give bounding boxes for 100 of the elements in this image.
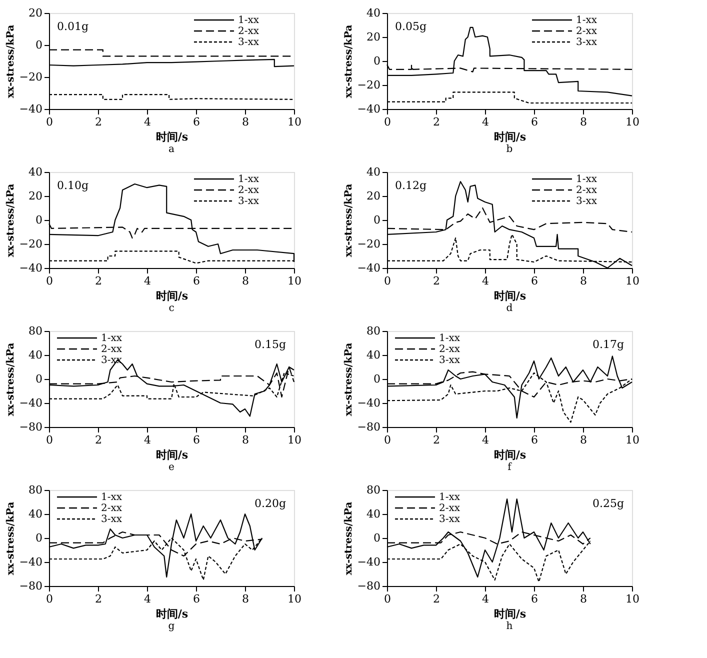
legend-label: 2-xx [439, 503, 460, 514]
x-axis-title: 时间/s [494, 290, 526, 302]
legend-label: 1-xx [576, 15, 598, 26]
x-tick-label: 0 [46, 434, 53, 446]
y-tick-label: 20 [366, 190, 380, 202]
annotation: 0.15g [254, 338, 286, 351]
y-tick-label: 0 [374, 214, 380, 226]
x-tick-label: 0 [384, 434, 391, 446]
x-tick-label: 8 [242, 434, 249, 446]
legend-label: 1-xx [439, 333, 460, 344]
text: g [168, 621, 176, 632]
y-tick-label: 0 [36, 38, 42, 52]
y-tick-label: 40 [366, 6, 380, 20]
y-axis-title: xx-stress/kPa [343, 501, 354, 576]
y-tick-label: −20 [19, 238, 42, 250]
x-tick-label: 0 [384, 592, 391, 606]
y-tick-label: 20 [28, 6, 42, 20]
legend-label: 3-xx [576, 196, 598, 207]
text: f [508, 462, 513, 473]
y-tick-label: 0 [374, 372, 380, 386]
x-tick-label: 0 [384, 274, 391, 288]
x-tick-label: 2 [433, 116, 440, 128]
y-tick-label: 40 [28, 348, 42, 362]
y-axis-title: xx-stress/kPa [5, 183, 16, 258]
y-tick-label: 20 [28, 190, 42, 202]
x-axis-title: 时间/s [494, 448, 526, 462]
legend-label: 3-xx [439, 355, 460, 366]
x-tick-label: 10 [288, 274, 302, 288]
legend-label: 1-xx [576, 174, 598, 185]
y-tick-label: 40 [366, 348, 380, 362]
legend-label: 1-xx [238, 174, 260, 185]
x-axis-title: 时间/s [494, 608, 526, 620]
x-tick-label: 2 [95, 434, 102, 446]
x-tick-label: 2 [95, 274, 102, 288]
y-axis-title: xx-stress/kPa [5, 501, 16, 576]
y-tick-label: 0 [374, 54, 380, 68]
x-tick-label: 8 [580, 434, 587, 446]
annotation: 0.05g [395, 20, 427, 33]
y-axis-title: xx-stress/kPa [343, 24, 354, 98]
x-tick-label: 8 [242, 592, 249, 606]
x-tick-label: 4 [144, 116, 151, 128]
y-tick-label: −80 [357, 580, 380, 592]
x-axis-title: 时间/s [156, 130, 188, 144]
x-tick-label: 2 [433, 592, 440, 606]
y-tick-label: 0 [36, 372, 42, 386]
x-tick-label: 6 [531, 116, 538, 128]
annotation: 0.17g [592, 338, 624, 351]
x-tick-label: 2 [95, 592, 102, 606]
annotation: 0.20g [254, 497, 286, 510]
y-tick-label: 40 [366, 508, 380, 520]
y-tick-label: −80 [19, 580, 42, 592]
text: b [506, 144, 513, 155]
x-tick-label: 8 [580, 592, 587, 606]
legend-label: 3-xx [238, 196, 260, 207]
y-tick-label: −40 [19, 396, 42, 410]
x-tick-label: 6 [531, 274, 538, 288]
y-axis-title: xx-stress/kPa [5, 24, 16, 98]
x-tick-label: 6 [193, 274, 200, 288]
x-tick-label: 2 [433, 434, 440, 446]
x-axis-title: 时间/s [156, 448, 188, 462]
x-tick-label: 6 [193, 116, 200, 128]
legend-label: 2-xx [101, 344, 122, 355]
x-tick-label: 6 [193, 592, 200, 606]
y-tick-label: −40 [357, 262, 380, 274]
x-tick-label: 4 [482, 274, 489, 288]
y-tick-label: 80 [28, 484, 42, 496]
x-tick-label: 4 [482, 116, 489, 128]
x-tick-label: 4 [144, 274, 151, 288]
y-tick-label: −40 [19, 102, 42, 116]
y-tick-label: −40 [357, 556, 380, 568]
y-axis-title: xx-stress/kPa [5, 342, 16, 416]
y-tick-label: −80 [357, 420, 380, 434]
y-tick-label: 80 [28, 324, 42, 338]
legend-label: 1-xx [238, 15, 260, 26]
text: d [506, 303, 514, 314]
x-tick-label: 4 [482, 592, 489, 606]
x-tick-label: 4 [144, 592, 151, 606]
legend-label: 2-xx [238, 185, 260, 196]
y-tick-label: 0 [374, 532, 380, 544]
y-tick-label: 0 [36, 214, 42, 226]
y-tick-label: −80 [19, 420, 42, 434]
legend-label: 1-xx [101, 333, 122, 344]
legend-label: 2-xx [576, 26, 598, 37]
y-tick-label: −40 [19, 556, 42, 568]
x-tick-label: 6 [193, 434, 200, 446]
annotation: 0.01g [57, 20, 89, 33]
x-tick-label: 0 [46, 592, 53, 606]
legend-label: 1-xx [101, 492, 122, 503]
text: a [168, 144, 175, 155]
y-tick-label: 20 [366, 30, 380, 44]
x-tick-label: 2 [433, 274, 440, 288]
text: h [506, 621, 514, 632]
legend-label: 3-xx [238, 37, 260, 48]
y-tick-label: 80 [366, 484, 380, 496]
x-axis-title: 时间/s [156, 608, 188, 620]
y-tick-label: 0 [36, 532, 42, 544]
legend-label: 3-xx [439, 514, 460, 525]
y-tick-label: −20 [357, 78, 380, 92]
legend-label: 2-xx [101, 503, 122, 514]
y-tick-label: −20 [357, 238, 380, 250]
